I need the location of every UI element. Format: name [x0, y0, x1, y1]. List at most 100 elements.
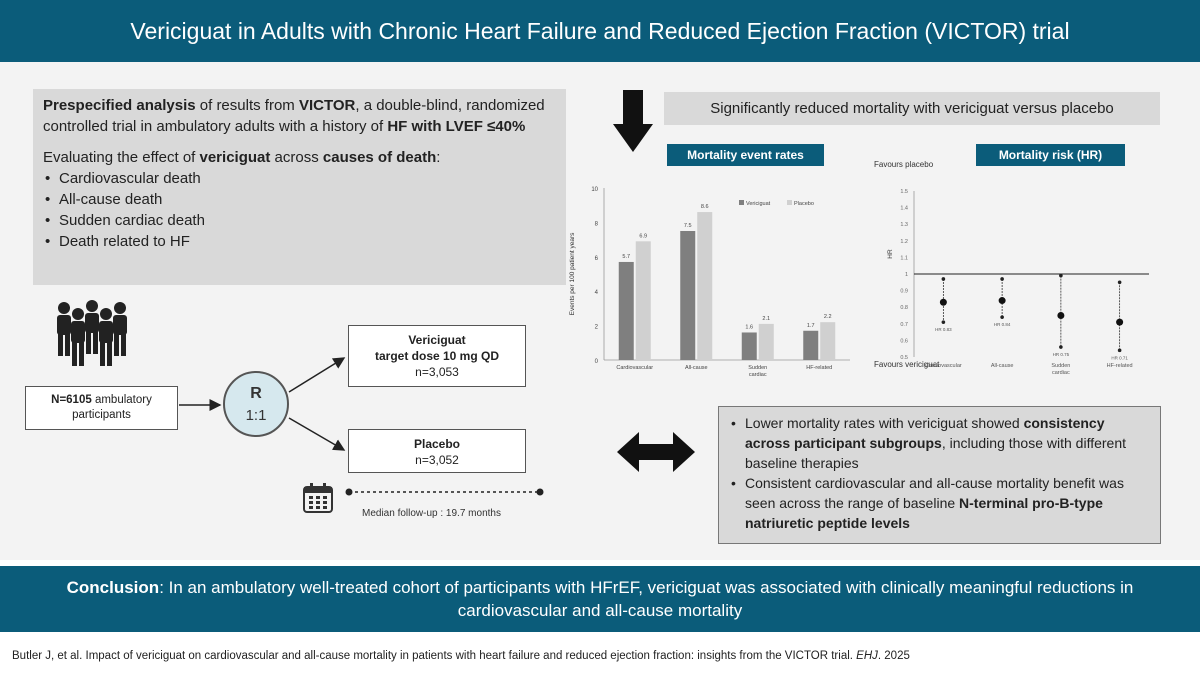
- arrow-to-vericiguat: [288, 357, 346, 393]
- x-tick-label: cardiac: [1052, 370, 1070, 376]
- evaluation-paragraph: Evaluating the effect of vericiguat acro…: [43, 147, 556, 168]
- arm1-name: Vericiguat: [408, 333, 466, 347]
- summary-list: Lower mortality rates with vericiguat sh…: [729, 413, 1150, 533]
- intro-text: , a double-blind, randomized controlled …: [43, 97, 545, 135]
- people-group-icon: [57, 300, 127, 366]
- ci-low-marker: [1000, 315, 1004, 319]
- y-tick-label: 10: [591, 187, 598, 193]
- list-item: Cardiovascular death: [43, 168, 556, 189]
- citation-text: Butler J, et al. Impact of vericiguat on…: [12, 650, 857, 662]
- intro-text: of results from: [195, 97, 299, 114]
- x-tick-label: All-cause: [991, 363, 1014, 369]
- hr-label: HR 0.83: [935, 327, 952, 332]
- data-label: 7.5: [684, 223, 692, 229]
- rates-chip-label: Mortality event rates: [687, 148, 804, 162]
- participants-count: N=6105: [51, 394, 92, 406]
- y-tick-label: 1.1: [900, 255, 908, 261]
- data-label: 6.9: [639, 233, 647, 239]
- y-tick-label: 0.8: [900, 305, 908, 311]
- arrow-to-placebo: [288, 417, 346, 451]
- bar-vericiguat: [803, 330, 819, 360]
- favours-placebo-label: Favours placebo: [874, 160, 934, 169]
- intro-box: Prespecified analysis of results from VI…: [33, 89, 566, 285]
- followup-start-dot: [345, 488, 353, 496]
- list-item: All-cause death: [43, 189, 556, 210]
- conclusion-bar: Conclusion: In an ambulatory well-treate…: [0, 566, 1200, 632]
- data-label: 8.6: [701, 204, 709, 210]
- summary-bold: N-terminal pro-B-type natriuretic peptid…: [745, 495, 1103, 531]
- hr-point: [998, 297, 1006, 305]
- data-label: 1.6: [745, 324, 753, 330]
- followup-label: Median follow-up : 19.7 months: [362, 508, 501, 519]
- x-tick-label: HF-related: [806, 365, 832, 371]
- intro-bold-lvef: HF with LVEF ≤40%: [387, 118, 526, 135]
- data-label: 1.7: [807, 323, 815, 329]
- y-tick-label: 0.7: [900, 322, 908, 328]
- hr-label: HR 0.84: [994, 322, 1011, 327]
- data-label: 2.1: [762, 316, 770, 322]
- hr-label: HR 0.71: [1111, 355, 1128, 360]
- summary-box: Lower mortality rates with vericiguat sh…: [718, 406, 1161, 544]
- y-tick-label: 2: [595, 325, 599, 331]
- causes-list: Cardiovascular death All-cause death Sud…: [43, 168, 556, 252]
- calendar-icon: [303, 483, 333, 513]
- arm1-n: n=3,053: [415, 365, 459, 379]
- summary-text: , including those with different baselin…: [745, 435, 1127, 471]
- participants-box: N=6105 ambulatory participants: [25, 386, 178, 430]
- y-tick-label: 4: [595, 290, 599, 296]
- participants-label: ambulatory participants: [72, 394, 152, 421]
- bar-placebo: [697, 212, 713, 360]
- eval-text: Evaluating the effect of: [43, 149, 200, 166]
- data-label: 2.2: [824, 314, 832, 320]
- arm2-n: n=3,052: [415, 453, 459, 467]
- x-tick-label: All-cause: [685, 365, 708, 371]
- y-tick-label: 0.6: [900, 338, 908, 344]
- summary-bold: consistency across participant subgroups: [745, 415, 1105, 451]
- double-arrow-icon: [617, 432, 695, 472]
- mortality-rates-chart: 0 2 4 6 8 10 Events per 100 patient years 5.7 6.…: [569, 187, 850, 378]
- bar-placebo: [635, 241, 651, 360]
- page-title: Vericiguat in Adults with Chronic Heart …: [130, 17, 1070, 44]
- x-tick-label: Sudden: [748, 365, 767, 371]
- arm1-dose: target dose 10 mg QD: [374, 349, 500, 363]
- down-arrow-icon: [613, 90, 653, 152]
- y-tick-label: 1.4: [900, 206, 908, 212]
- y-tick-label: 1.3: [900, 222, 908, 228]
- bar-vericiguat: [680, 231, 696, 360]
- y-tick-label: 1.5: [900, 189, 908, 195]
- legend-label: Placebo: [794, 201, 814, 207]
- y-axis-label: HR: [887, 249, 894, 259]
- data-label: 5.7: [622, 254, 630, 260]
- y-tick-label: 8: [595, 221, 599, 227]
- intro-bold-analysis: Prespecified analysis: [43, 97, 196, 114]
- result-header-box: Significantly reduced mortality with ver…: [664, 92, 1160, 125]
- ci-low-marker: [1117, 348, 1122, 353]
- citation-year: . 2025: [877, 650, 910, 662]
- bar-vericiguat: [618, 261, 634, 360]
- conclusion-text: : In an ambulatory well-treated cohort o…: [159, 578, 1134, 620]
- eval-text: :: [436, 149, 441, 166]
- y-tick-label: 0: [595, 359, 599, 365]
- intro-bold-victor: VICTOR: [298, 97, 356, 114]
- ci-low-marker: [1059, 345, 1063, 349]
- y-axis-label: Events per 100 patient years: [569, 232, 576, 315]
- eval-text: across: [270, 149, 323, 166]
- x-tick-label: HF-related: [1107, 363, 1133, 369]
- eval-bold-causes: causes of death: [322, 149, 437, 166]
- hr-label: HR 0.75: [1053, 352, 1070, 357]
- x-tick-label: cardiac: [749, 372, 767, 378]
- ci-high-marker: [1117, 280, 1122, 285]
- ci-low-marker: [941, 320, 946, 324]
- randomization-ratio: 1:1: [245, 407, 267, 424]
- vericiguat-arm-box: Vericiguat target dose 10 mg QD n=3,053: [348, 325, 526, 387]
- legend-label: Vericiguat: [746, 201, 771, 207]
- title-bar: Vericiguat in Adults with Chronic Heart …: [0, 0, 1200, 62]
- legend-swatch: [787, 200, 792, 205]
- citation-journal: EHJ: [856, 650, 878, 662]
- arm2-name: Placebo: [413, 437, 461, 451]
- result-header: Significantly reduced mortality with ver…: [710, 100, 1114, 117]
- placebo-arm-box: Placebo n=3,052: [348, 429, 526, 473]
- legend-swatch: [739, 200, 744, 205]
- y-tick-label: 0.9: [900, 289, 908, 295]
